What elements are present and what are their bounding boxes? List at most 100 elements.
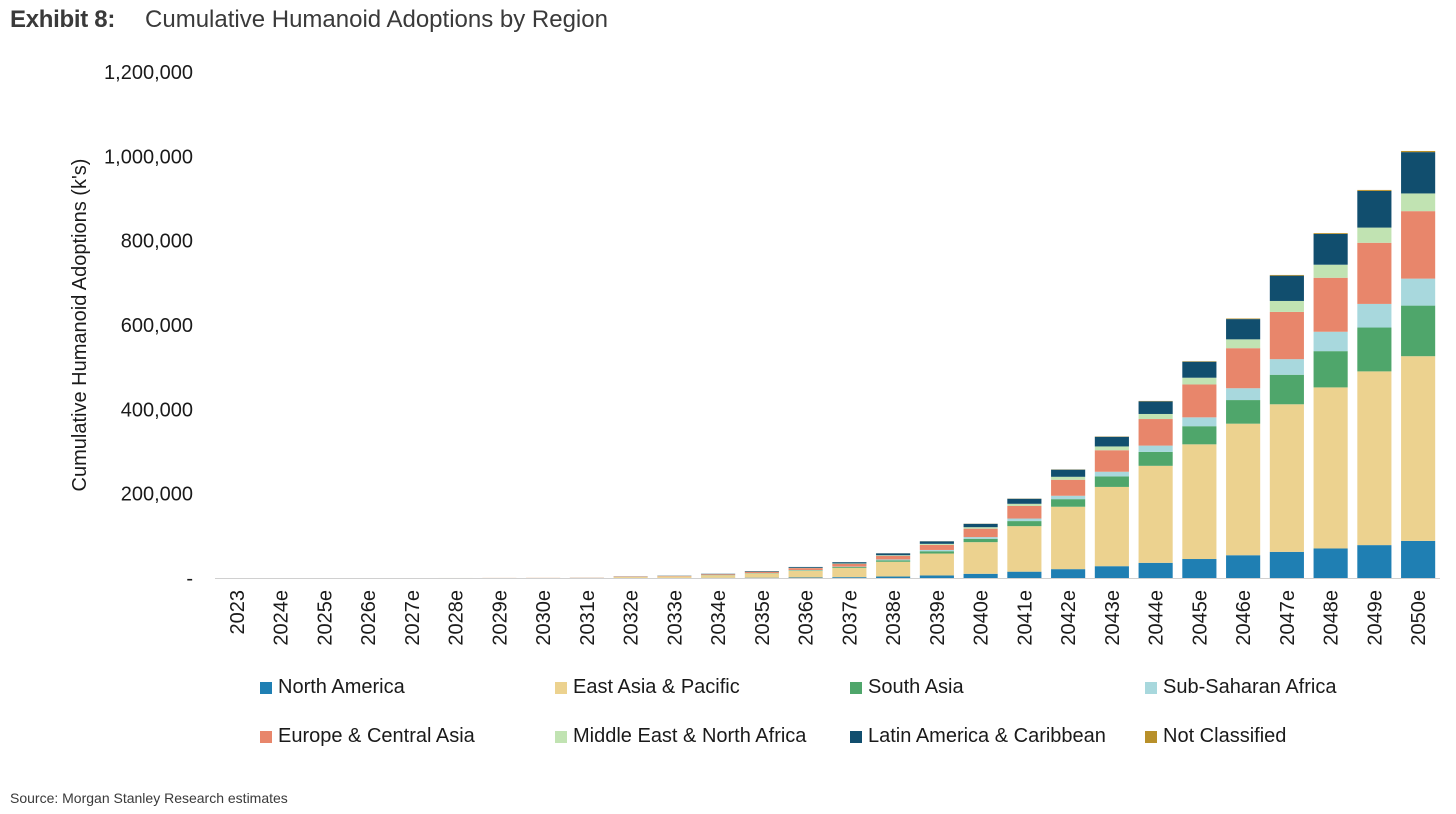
bar-segment-middle-east-north-africa-2045e — [1182, 377, 1217, 385]
bar-segment-east-asia-pacific-2039e — [919, 553, 954, 576]
x-tick-label: 2044e — [1146, 590, 1168, 646]
bar-segment-east-asia-pacific-2045e — [1182, 444, 1217, 560]
bar-segment-europe-central-asia-2050e — [1401, 211, 1436, 279]
y-tick-label: 400,000 — [121, 399, 193, 421]
bar-segment-south-asia-2047e — [1269, 374, 1304, 405]
bar-segment-europe-central-asia-2049e — [1357, 242, 1392, 304]
bar-segment-sub-saharan-africa-2046e — [1226, 388, 1261, 401]
bar-segment-south-asia-2044e — [1138, 451, 1173, 466]
bar-segment-latin-america-caribbean-2040e — [963, 523, 998, 528]
bar-segment-not-classified-2048e — [1313, 233, 1348, 234]
bar-segment-europe-central-asia-2045e — [1182, 384, 1217, 418]
bar-segment-latin-america-caribbean-2037e — [832, 562, 867, 564]
bar-segment-north-america-2037e — [832, 577, 867, 578]
bar-segment-south-asia-2043e — [1094, 476, 1129, 487]
legend-label: Not Classified — [1163, 725, 1287, 747]
bar-segment-east-asia-pacific-2047e — [1269, 404, 1304, 552]
legend-swatch — [1145, 681, 1157, 694]
x-tick-label: 2033e — [664, 590, 686, 646]
legend-swatch — [555, 681, 567, 694]
bar-segment-south-asia-2050e — [1401, 305, 1436, 357]
bar-segment-east-asia-pacific-2036e — [788, 570, 823, 578]
bar-segment-europe-central-asia-2040e — [963, 528, 998, 538]
bar-segment-europe-central-asia-2047e — [1269, 311, 1304, 360]
bar-segment-north-america-2050e — [1401, 540, 1436, 578]
bar-segment-europe-central-asia-2041e — [1007, 505, 1042, 519]
stacked-bar-chart: Cumulative Humanoid Adoptions (k's) - 200,… — [69, 62, 1440, 646]
bar-segment-east-asia-pacific-2043e — [1094, 486, 1129, 567]
legend-label: South Asia — [868, 676, 964, 698]
bar-segment-latin-america-caribbean-2036e — [788, 566, 823, 568]
bar-segment-south-asia-2045e — [1182, 426, 1217, 445]
x-tick-label: 2027e — [402, 590, 424, 646]
bar-segment-not-classified-2050e — [1401, 150, 1436, 153]
bar-segment-east-asia-pacific-2040e — [963, 542, 998, 574]
x-tick-label: 2037e — [839, 590, 861, 646]
bar-segment-sub-saharan-africa-2050e — [1401, 278, 1436, 306]
bar-segment-latin-america-caribbean-2043e — [1094, 436, 1129, 447]
bar-segment-sub-saharan-africa-2038e — [876, 559, 911, 561]
x-tick-label: 2038e — [883, 590, 905, 646]
legend-swatch — [1145, 730, 1157, 743]
legend-swatch — [850, 681, 862, 694]
bar-segment-europe-central-asia-2048e — [1313, 277, 1348, 332]
legend-label: Europe & Central Asia — [278, 725, 475, 747]
legend-label: Middle East & North Africa — [573, 725, 807, 747]
bar-segment-sub-saharan-africa-2047e — [1269, 359, 1304, 375]
bar-segment-europe-central-asia-2035e — [744, 571, 779, 574]
exhibit-header: Exhibit 8: Cumulative Humanoid Adoptions… — [10, 6, 608, 38]
bar-segment-north-america-2036e — [788, 577, 823, 578]
exhibit-label: Exhibit 8: — [10, 6, 116, 33]
bar-segment-east-asia-pacific-2034e — [701, 575, 736, 578]
y-tick-label: - — [186, 568, 193, 590]
bar-segment-europe-central-asia-2042e — [1051, 479, 1086, 496]
bar-segment-north-america-2044e — [1138, 562, 1173, 578]
legend-label: Sub-Saharan Africa — [1163, 676, 1337, 698]
bar-segment-south-asia-2046e — [1226, 400, 1261, 424]
x-tick-label: 2042e — [1058, 590, 1080, 646]
bar-segment-europe-central-asia-2044e — [1138, 419, 1173, 446]
bar-segment-east-asia-pacific-2037e — [832, 567, 867, 578]
bar-segment-middle-east-north-africa-2042e — [1051, 476, 1086, 480]
bar-segment-latin-america-caribbean-2041e — [1007, 498, 1042, 504]
legend-label: East Asia & Pacific — [573, 676, 740, 698]
x-tick-label: 2029e — [489, 590, 511, 646]
legend-swatch — [850, 730, 862, 743]
bar-segment-middle-east-north-africa-2038e — [876, 555, 911, 556]
x-tick-label: 2034e — [708, 590, 730, 646]
bar-segment-east-asia-pacific-2042e — [1051, 506, 1086, 570]
bar-segment-east-asia-pacific-2050e — [1401, 356, 1436, 541]
bar-segment-middle-east-north-africa-2049e — [1357, 227, 1392, 243]
y-tick-label: 1,200,000 — [104, 62, 193, 84]
y-tick-label: 200,000 — [121, 484, 193, 506]
bar-segment-north-america-2043e — [1094, 566, 1129, 578]
bar-segment-europe-central-asia-2036e — [788, 568, 823, 570]
bar-segment-latin-america-caribbean-2048e — [1313, 233, 1348, 265]
bar-segment-latin-america-caribbean-2049e — [1357, 190, 1392, 228]
x-tick-label: 2050e — [1408, 590, 1430, 646]
legend-item: Not Classified — [1145, 725, 1286, 748]
bar-segment-south-asia-2039e — [919, 551, 954, 554]
bar-segment-north-america-2045e — [1182, 559, 1217, 578]
x-tick-label: 2046e — [1233, 590, 1255, 646]
x-tick-label: 2035e — [752, 590, 774, 646]
bar-segment-europe-central-asia-2043e — [1094, 450, 1129, 472]
bar-segment-latin-america-caribbean-2050e — [1401, 152, 1436, 194]
bar-segment-south-asia-2036e — [788, 570, 823, 571]
bar-segment-north-america-2040e — [963, 573, 998, 578]
bar-segment-south-asia-2037e — [832, 567, 867, 568]
legend-swatch — [260, 730, 272, 743]
bar-segment-east-asia-pacific-2046e — [1226, 423, 1261, 556]
bar-segment-latin-america-caribbean-2042e — [1051, 469, 1086, 477]
x-tick-label: 2036e — [796, 590, 818, 646]
bar-segment-sub-saharan-africa-2044e — [1138, 445, 1173, 452]
bar-segment-east-asia-pacific-2048e — [1313, 387, 1348, 549]
bar-segment-sub-saharan-africa-2048e — [1313, 331, 1348, 352]
bar-segment-sub-saharan-africa-2049e — [1357, 303, 1392, 328]
bar-segment-not-classified-2049e — [1357, 189, 1392, 191]
bar-segment-north-america-2048e — [1313, 548, 1348, 578]
bar-segment-latin-america-caribbean-2044e — [1138, 401, 1173, 414]
bar-segment-south-asia-2040e — [963, 538, 998, 543]
legend-label: North America — [278, 676, 405, 698]
bar-segment-sub-saharan-africa-2043e — [1094, 471, 1129, 477]
